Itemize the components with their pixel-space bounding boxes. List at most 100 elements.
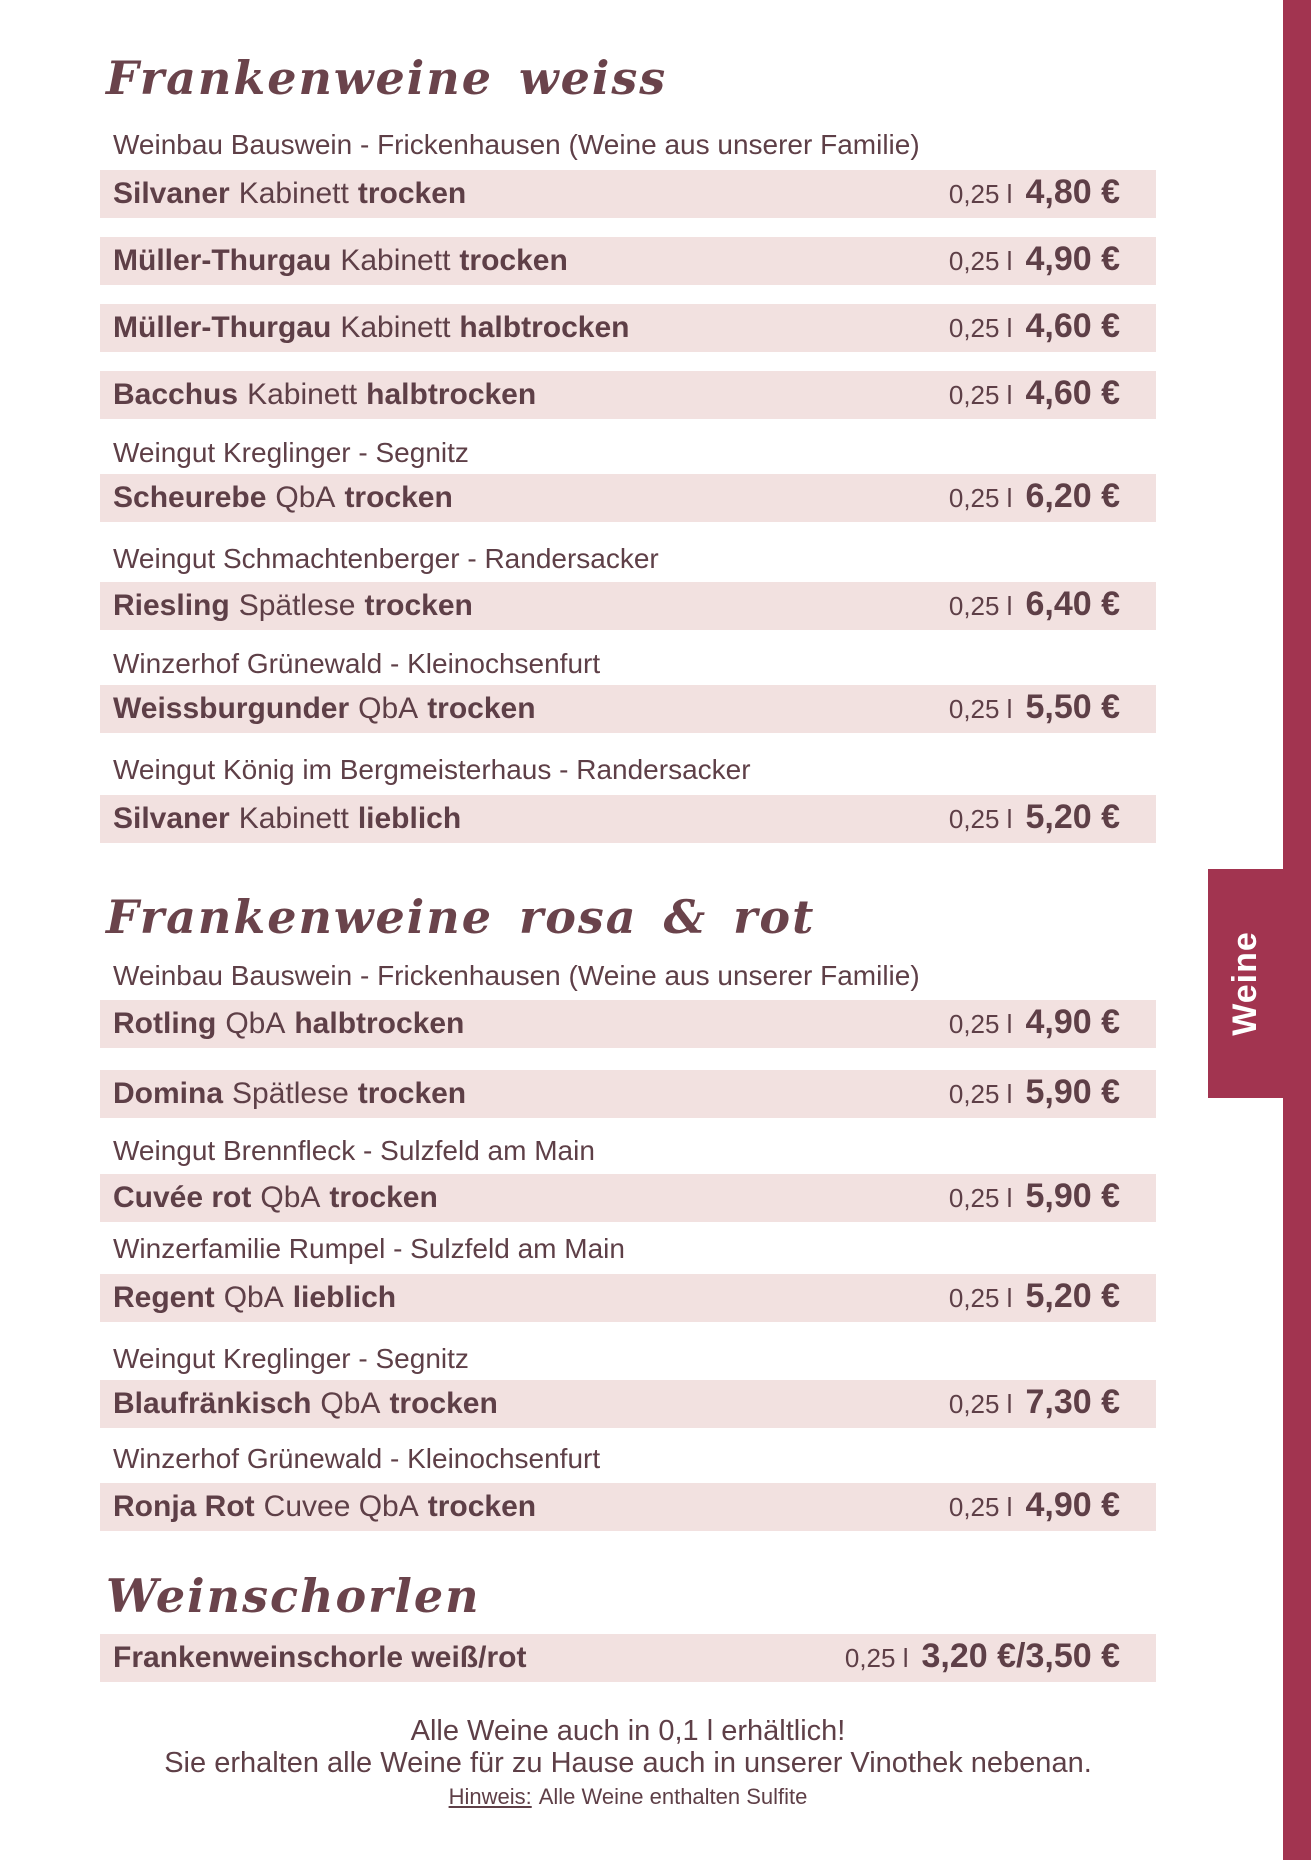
wine-row: Blaufränkisch QbA trocken 0,25 l 7,30 € [100,1380,1156,1428]
wine-quality: Spätlese [232,1077,349,1110]
wine-row: Rotling QbA halbtrocken 0,25 l 4,90 € [100,1000,1156,1048]
price-group: 0,25 l 4,90 € [949,240,1120,279]
price-group: 0,25 l 6,40 € [949,585,1120,624]
serving-size: 0,25 l [948,313,1013,343]
price-group: 0,25 l 5,50 € [949,688,1120,727]
producer-line: Winzerhof Grünewald - Kleinochsenfurt [113,648,601,679]
wine-price: 5,90 € [1025,1073,1120,1111]
wine-price: 7,30 € [1025,1383,1120,1421]
wine-style: trocken [357,1077,467,1110]
producer-line: Winzerfamilie Rumpel - Sulzfeld am Main [113,1233,625,1264]
sulfite-note-label: Hinweis: [448,1784,532,1809]
wine-row: Müller-Thurgau Kabinett halbtrocken 0,25… [100,304,1156,352]
wine-name: Rotling [113,1007,217,1040]
wine-price: 4,90 € [1025,1003,1120,1041]
wine-price: 4,60 € [1025,374,1120,412]
price-group: 0,25 l 5,20 € [949,1277,1120,1316]
price-group: 0,25 l 4,90 € [949,1486,1120,1525]
section-title-frankenweine-rosa-rot: Frankenweine rosa & rot [106,890,816,944]
wine-price: 6,20 € [1025,477,1120,515]
wine-name: Blaufränkisch [113,1387,312,1420]
wine-row: Silvaner Kabinett lieblich 0,25 l 5,20 € [100,795,1156,843]
section-title-weinschorlen: Weinschorlen [106,1569,481,1623]
price-group: 0,25 l 4,60 € [949,307,1120,346]
serving-size: 0,25 l [948,483,1013,513]
price-group: 0,25 l 4,80 € [949,173,1120,212]
price-group: 0,25 l 4,60 € [949,374,1120,413]
wine-price: 4,80 € [1025,173,1120,211]
wine-quality: Kabinett [340,244,451,277]
wine-row: Regent QbA lieblich 0,25 l 5,20 € [100,1274,1156,1322]
wine-name: Müller-Thurgau [113,311,332,344]
wine-quality: Kabinett [247,378,358,411]
wine-style: lieblich [357,802,462,835]
wine-name: Weissburgunder [113,692,350,725]
producer-line: Weingut Schmachtenberger - Randersacker [113,543,659,574]
wine-row: Müller-Thurgau Kabinett trocken 0,25 l 4… [100,237,1156,285]
producer-line: Winzerhof Grünewald - Kleinochsenfurt [113,1443,601,1474]
serving-size: 0,25 l [948,1009,1013,1039]
price-group: 0,25 l 5,90 € [949,1073,1120,1112]
wine-row: Cuvée rot QbA trocken 0,25 l 5,90 € [100,1174,1156,1222]
wine-price: 5,50 € [1025,688,1120,726]
wine-price: 6,40 € [1025,585,1120,623]
wine-style: trocken [427,1490,537,1523]
serving-size: 0,25 l [948,591,1013,621]
wine-quality: Kabinett [238,802,349,835]
footer-line-availability: Alle Weine auch in 0,1 l erhältlich! [410,1715,846,1747]
wine-name: Riesling [113,589,230,622]
producer-line: Weingut Brennfleck - Sulzfeld am Main [113,1135,595,1166]
section-title-frankenweine-weiss: Frankenweine weiss [106,51,668,105]
footer-line-vinothek: Sie erhalten alle Weine für zu Hause auc… [164,1747,1092,1779]
wine-row: Weissburgunder QbA trocken 0,25 l 5,50 € [100,685,1156,733]
wine-quality: QbA [275,481,336,514]
wine-style: trocken [344,481,453,514]
wine-name: Domina [113,1077,224,1110]
producer-line: Weingut Kreglinger - Segnitz [113,437,469,468]
serving-size: 0,25 l [948,1079,1013,1109]
wine-quality: QbA [223,1281,284,1314]
side-tab-label: Weine [1226,931,1265,1036]
wine-quality: Cuvee QbA [263,1490,419,1523]
sulfite-note: Hinweis: Alle Weine enthalten Sulfite [100,1785,1156,1809]
price-group: 0,25 l 4,90 € [949,1003,1120,1042]
wine-style: trocken [389,1387,498,1420]
wine-quality: QbA [225,1007,286,1040]
footer: Alle Weine auch in 0,1 l erhältlich! Sie… [100,1715,1156,1809]
serving-size: 0,25 l [948,1389,1013,1419]
wine-name: Scheurebe [113,481,267,514]
wine-name: Silvaner [113,802,230,835]
wine-name: Müller-Thurgau [113,244,332,277]
wine-price: 5,20 € [1025,1277,1120,1315]
wine-price: 3,20 €/3,50 € [921,1637,1120,1675]
side-tab-weine[interactable]: Weine [1208,869,1283,1098]
wine-quality: Kabinett [340,311,451,344]
wine-row: Riesling Spätlese trocken 0,25 l 6,40 € [100,582,1156,630]
wine-row: Scheurebe QbA trocken 0,25 l 6,20 € [100,474,1156,522]
wine-style: trocken [459,244,568,277]
serving-size: 0,25 l [948,1283,1013,1313]
wine-name: Silvaner [113,177,230,210]
menu-page: Frankenweine weiss Weinbau Bauswein - Fr… [100,0,1156,1809]
serving-size: 0,25 l [948,380,1013,410]
wine-name: Frankenweinschorle weiß/rot [113,1641,527,1674]
wine-quality: QbA [260,1181,321,1214]
serving-size: 0,25 l [948,804,1013,834]
producer-line: Weinbau Bauswein - Frickenhausen (Weine … [113,960,920,991]
price-group: 0,25 l 5,90 € [949,1177,1120,1216]
wine-row: Silvaner Kabinett trocken 0,25 l 4,80 € [100,170,1156,218]
wine-quality: QbA [358,692,419,725]
serving-size: 0,25 l [948,246,1013,276]
serving-size: 0,25 l [844,1643,909,1673]
serving-size: 0,25 l [948,1183,1013,1213]
wine-price: 4,90 € [1025,1486,1120,1524]
wine-style: halbtrocken [366,378,537,411]
producer-line: Weinbau Bauswein - Frickenhausen (Weine … [113,129,920,160]
wine-style: trocken [329,1181,438,1214]
price-group: 0,25 l 6,20 € [949,477,1120,516]
price-group: 0,25 l 5,20 € [949,798,1120,837]
wine-name: Bacchus [113,378,239,411]
wine-quality: Kabinett [238,177,349,210]
wine-price: 4,90 € [1025,240,1120,278]
price-group: 0,25 l 7,30 € [949,1383,1120,1422]
